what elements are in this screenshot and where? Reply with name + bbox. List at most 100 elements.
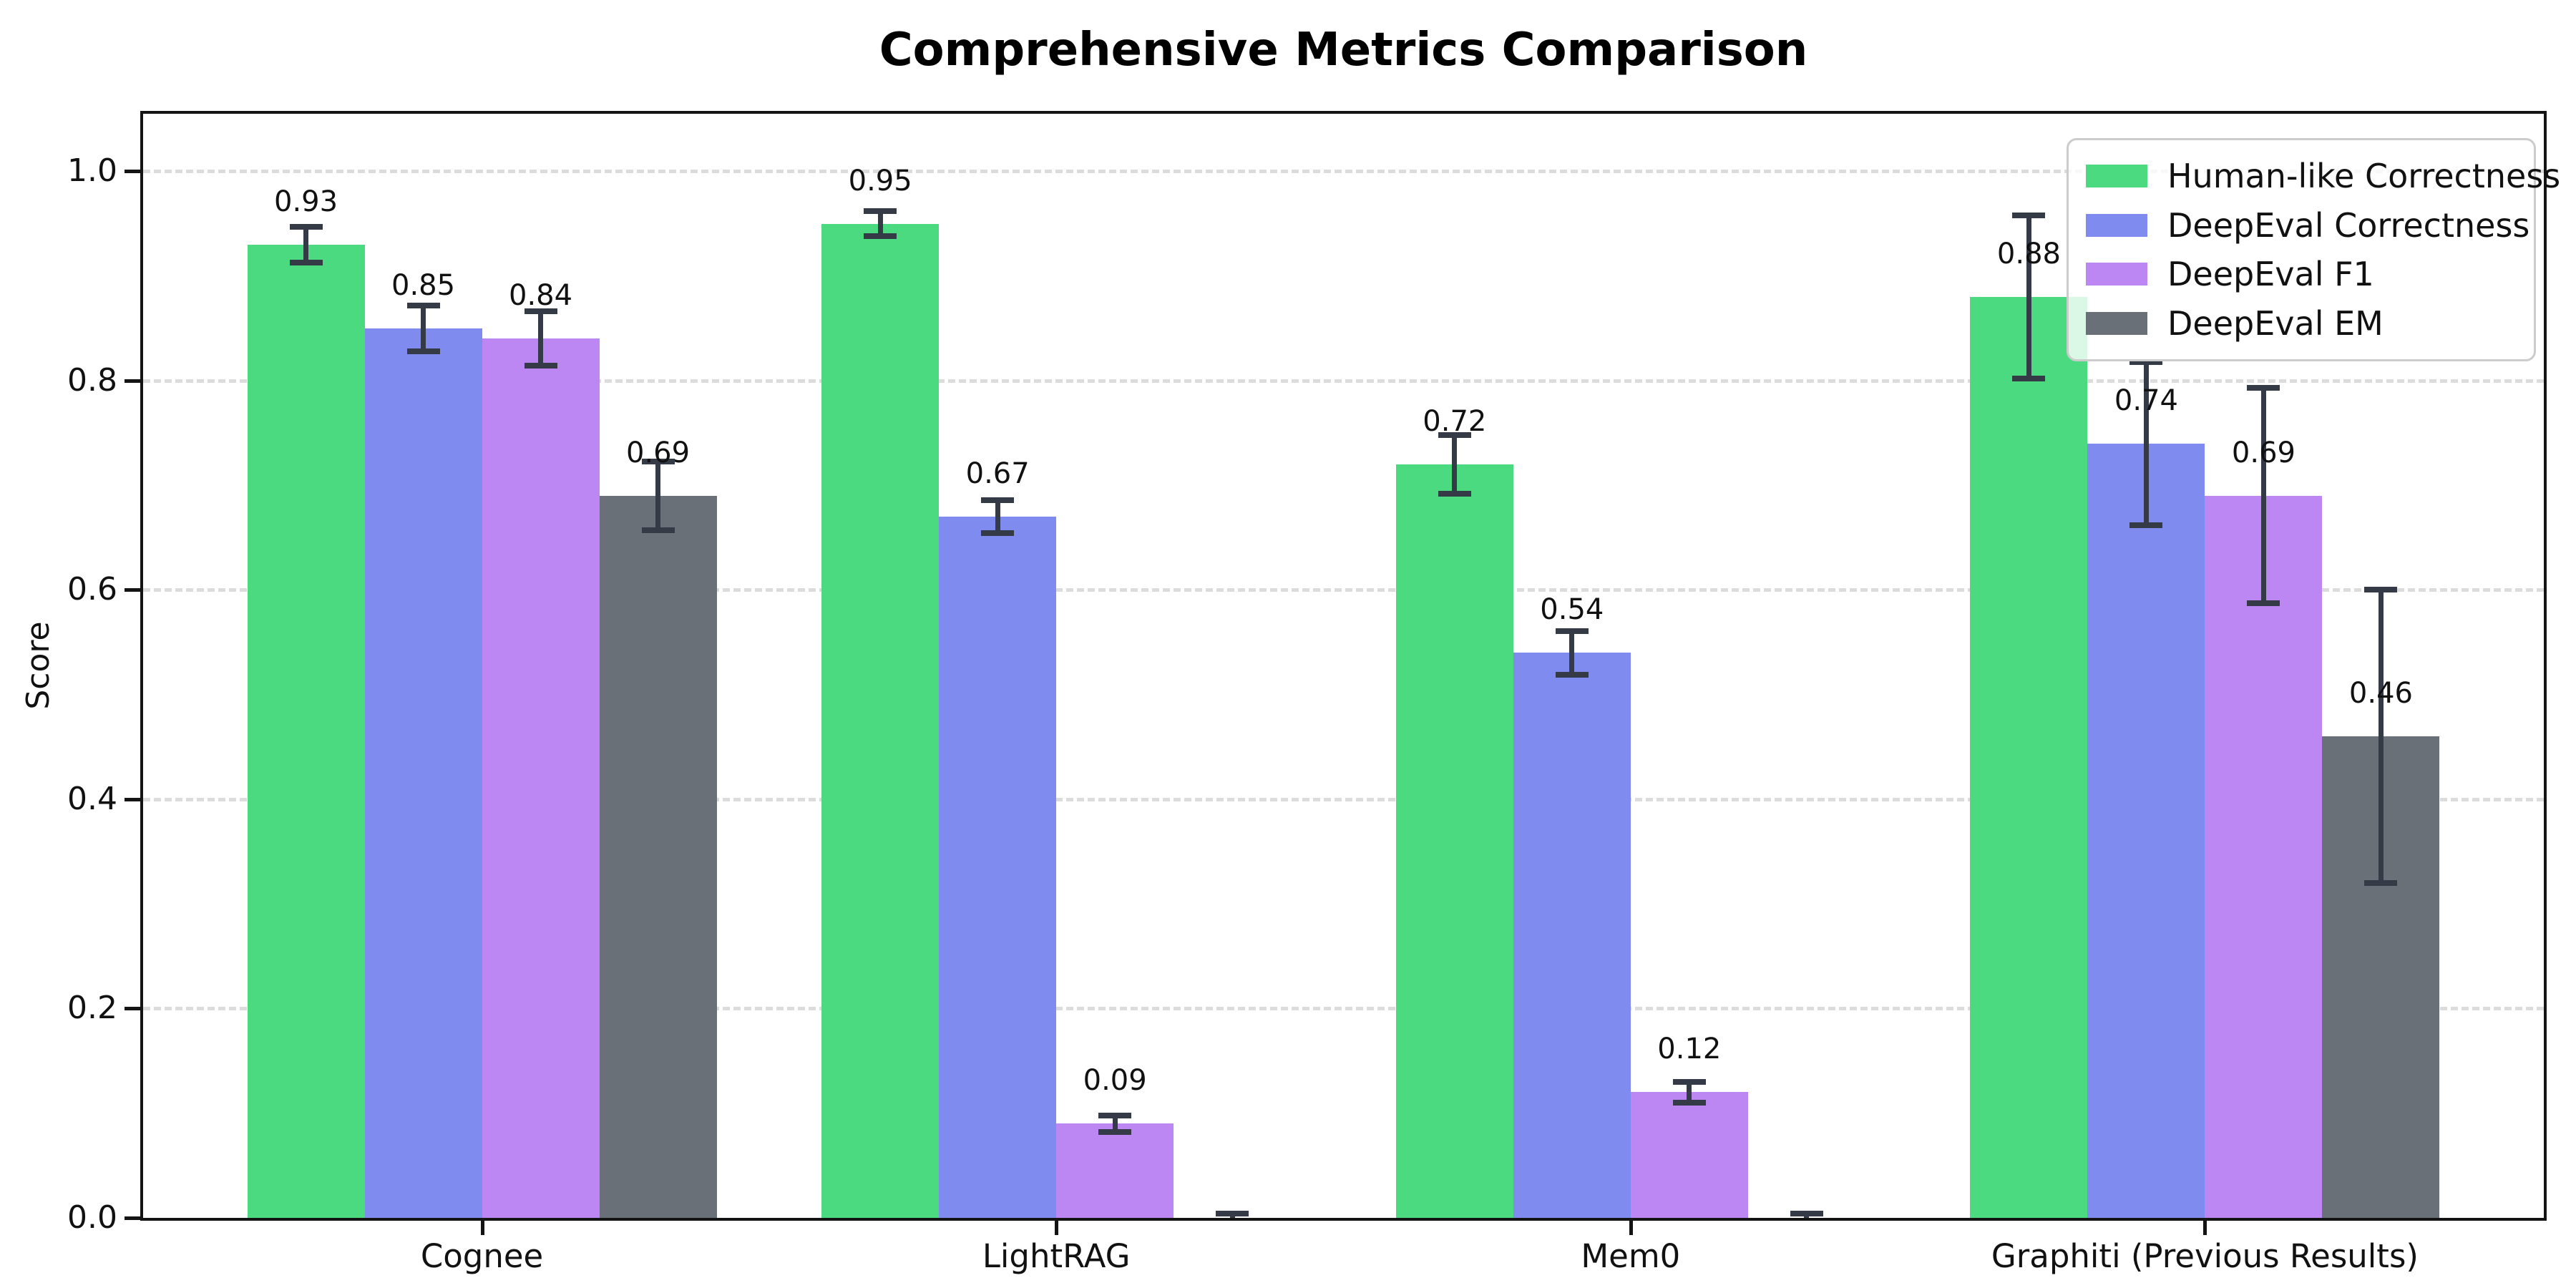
y-tick xyxy=(125,170,140,174)
legend-item: DeepEval Correctness xyxy=(2086,202,2529,249)
legend-label: Human-like Correctness xyxy=(2167,157,2561,196)
error-bar-cap-bottom xyxy=(2129,522,2163,528)
error-bar-line xyxy=(2260,388,2266,604)
x-tick xyxy=(2203,1221,2207,1235)
error-bar-cap-top xyxy=(1438,432,1471,438)
bar xyxy=(939,517,1057,1218)
error-bar-cap-top xyxy=(641,458,675,464)
error-bar-cap-bottom xyxy=(289,259,323,265)
error-bar-cap-top xyxy=(289,223,323,230)
bar xyxy=(247,244,365,1218)
legend-label: DeepEval F1 xyxy=(2167,255,2374,294)
error-bar-line xyxy=(303,226,309,263)
bar xyxy=(599,495,717,1218)
error-bar-cap-bottom xyxy=(1098,1129,1132,1136)
y-tick xyxy=(125,1007,140,1011)
error-bar-cap-top xyxy=(2364,587,2398,593)
error-bar-line xyxy=(2378,590,2384,883)
y-tick-label: 1.0 xyxy=(67,152,117,190)
bar xyxy=(1513,653,1631,1218)
x-tick-label: Mem0 xyxy=(1581,1237,1681,1275)
x-tick-label: LightRAG xyxy=(982,1237,1131,1275)
error-bar-cap-top xyxy=(1555,628,1589,634)
bar xyxy=(482,338,600,1218)
bar xyxy=(821,223,940,1218)
y-tick xyxy=(125,379,140,383)
legend-swatch xyxy=(2086,263,2147,286)
bar-value-label: 0.93 xyxy=(274,185,338,218)
bar-value-label: 0.12 xyxy=(1657,1033,1722,1066)
bar-value-label: 0.09 xyxy=(1083,1064,1147,1098)
error-bar-cap-top xyxy=(1790,1211,1823,1217)
error-bar-cap-bottom xyxy=(641,527,675,534)
bar-value-label: 0.54 xyxy=(1540,593,1604,627)
y-tick-label: 0.0 xyxy=(67,1199,117,1236)
error-bar-cap-top xyxy=(524,308,557,315)
error-bar-cap-top xyxy=(406,302,440,308)
gridline xyxy=(143,379,2544,383)
error-bar-cap-top xyxy=(2247,385,2280,391)
bar-value-label: 0.85 xyxy=(391,268,456,302)
bar xyxy=(364,328,482,1218)
error-bar-cap-top xyxy=(1098,1112,1132,1118)
error-bar-line xyxy=(1569,630,1575,675)
error-bar-cap-bottom xyxy=(2247,600,2280,607)
gridline xyxy=(143,797,2544,801)
x-tick xyxy=(1629,1221,1633,1235)
error-bar-line xyxy=(655,461,661,531)
x-tick xyxy=(480,1221,484,1235)
y-tick xyxy=(125,588,140,592)
error-bar-line xyxy=(2026,215,2031,379)
error-bar-cap-bottom xyxy=(2012,376,2046,382)
bar xyxy=(1056,1123,1174,1218)
error-bar-line xyxy=(2143,361,2149,525)
gridline xyxy=(143,1007,2544,1011)
legend-swatch xyxy=(2086,311,2147,335)
bar xyxy=(1630,1092,1748,1218)
bar xyxy=(1970,296,2088,1218)
error-bar-cap-top xyxy=(2129,358,2163,365)
error-bar-cap-top xyxy=(1672,1078,1706,1085)
gridline xyxy=(143,588,2544,592)
error-bar-cap-bottom xyxy=(1438,490,1471,497)
bar-value-label: 0.74 xyxy=(2114,384,2178,417)
x-tick-label: Graphiti (Previous Results) xyxy=(1991,1237,2419,1275)
error-bar-line xyxy=(421,305,426,351)
error-bar-line xyxy=(538,311,544,366)
bar-value-label: 0.95 xyxy=(848,164,912,197)
error-bar-cap-bottom xyxy=(1672,1100,1706,1106)
bar-value-label: 0.67 xyxy=(965,457,1030,491)
error-bar-cap-bottom xyxy=(2364,879,2398,886)
legend-label: DeepEval Correctness xyxy=(2167,205,2530,245)
legend-item: DeepEval EM xyxy=(2086,300,2517,347)
y-tick-label: 0.4 xyxy=(67,780,117,817)
bar-value-label: 0.69 xyxy=(2231,436,2296,469)
x-tick-label: Cognee xyxy=(420,1237,544,1275)
legend-label: DeepEval EM xyxy=(2167,303,2384,343)
error-bar-cap-top xyxy=(864,208,897,215)
legend-item: DeepEval F1 xyxy=(2086,250,2517,298)
gridline xyxy=(143,170,2544,174)
error-bar-line xyxy=(1452,435,1458,494)
error-bar-cap-bottom xyxy=(981,530,1015,537)
legend: Human-like Correctness DeepEval Correctne… xyxy=(2067,138,2560,361)
y-tick xyxy=(125,1216,140,1220)
plot-area xyxy=(143,114,2544,1218)
bar xyxy=(2087,443,2205,1218)
y-tick-label: 0.8 xyxy=(67,361,117,399)
chart-title: Comprehensive Metrics Comparison xyxy=(879,24,1808,77)
error-bar-line xyxy=(1112,1115,1118,1133)
error-bar-cap-bottom xyxy=(864,233,897,240)
legend-item: Human-like Correctness xyxy=(2086,152,2560,200)
error-bar-line xyxy=(877,211,883,237)
bar-value-label: 0.88 xyxy=(1996,237,2061,270)
error-bar-cap-top xyxy=(2012,212,2046,218)
error-bar-cap-top xyxy=(1216,1211,1249,1217)
bar xyxy=(1395,464,1513,1218)
bar-value-label: 0.69 xyxy=(626,436,691,469)
y-tick-label: 0.6 xyxy=(67,571,117,608)
bar-value-label: 0.72 xyxy=(1423,404,1487,438)
bar-value-label: 0.46 xyxy=(2348,677,2413,711)
bar xyxy=(2205,495,2323,1218)
